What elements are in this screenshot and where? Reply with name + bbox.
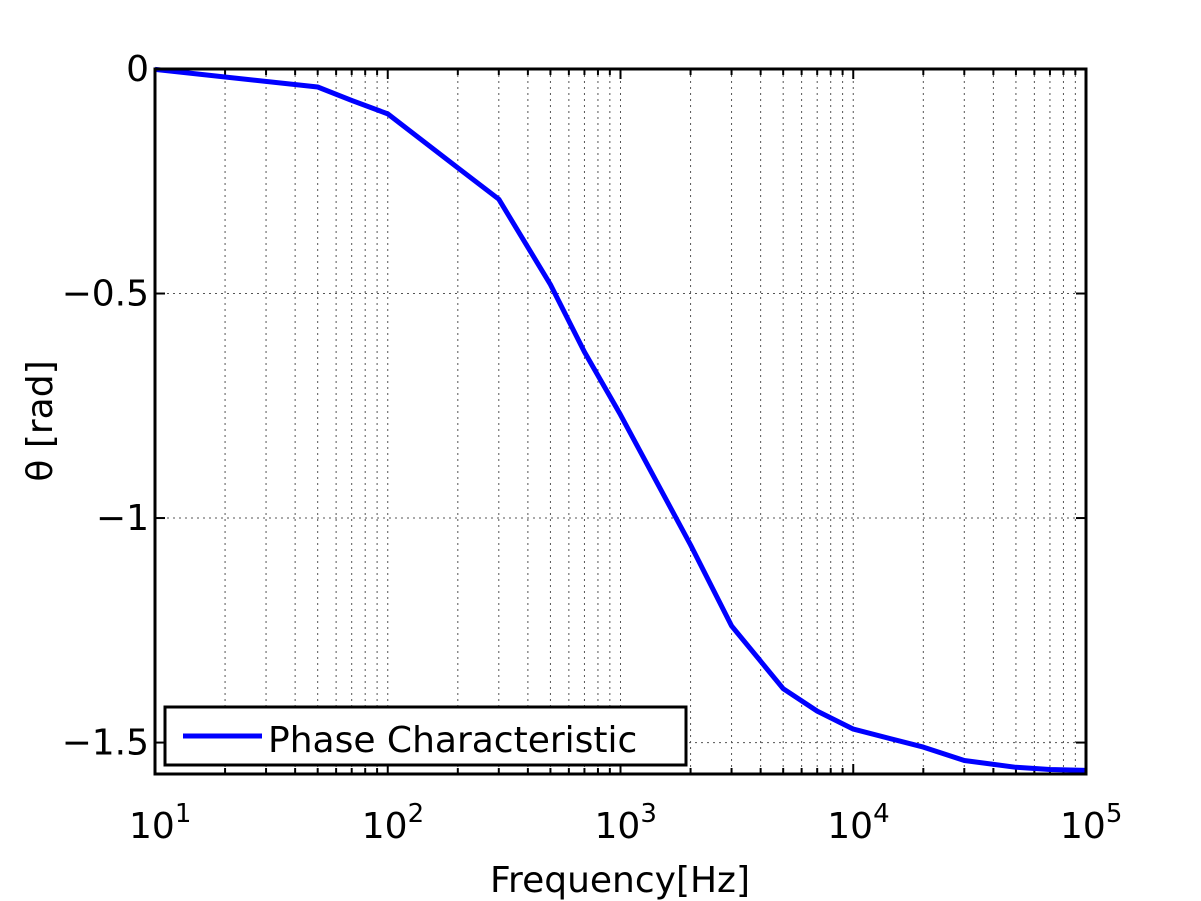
x-tick-exponent: 2 [408,799,425,829]
series-line [154,66,1087,773]
x-tick-base: 10 [827,806,873,847]
y-tick-label: −1.5 [62,723,149,764]
y-tick-label: 0 [126,49,149,90]
x-axis-label: Frequency[Hz] [490,860,750,901]
x-tick-label: 103 [595,799,657,847]
legend-label: Phase Characteristic [268,720,637,761]
plot-area-frame [153,67,1088,776]
x-tick-exponent: 1 [175,799,192,829]
y-tick-label: −1 [96,498,149,539]
x-tick-base: 10 [362,806,408,847]
x-tick-label: 105 [1060,799,1122,847]
x-tick-label: 102 [362,799,424,847]
legend: Phase Characteristic [163,705,688,767]
y-tick-labels: 0 −0.5 −1 −1.5 [62,49,149,764]
x-tick-labels: 101 102 103 104 105 [129,799,1122,847]
y-tick-label: −0.5 [62,274,149,315]
y-axis-label: θ [rad] [20,360,61,481]
x-tick-base: 10 [1060,806,1106,847]
grid [155,69,1086,774]
x-tick-base: 10 [129,806,175,847]
x-tick-base: 10 [595,806,641,847]
x-tick-exponent: 4 [873,799,890,829]
x-tick-label: 104 [827,799,889,847]
x-tick-exponent: 5 [1106,799,1123,829]
x-tick-exponent: 3 [640,799,657,829]
series-lines [154,66,1087,773]
x-tick-label: 101 [129,799,191,847]
